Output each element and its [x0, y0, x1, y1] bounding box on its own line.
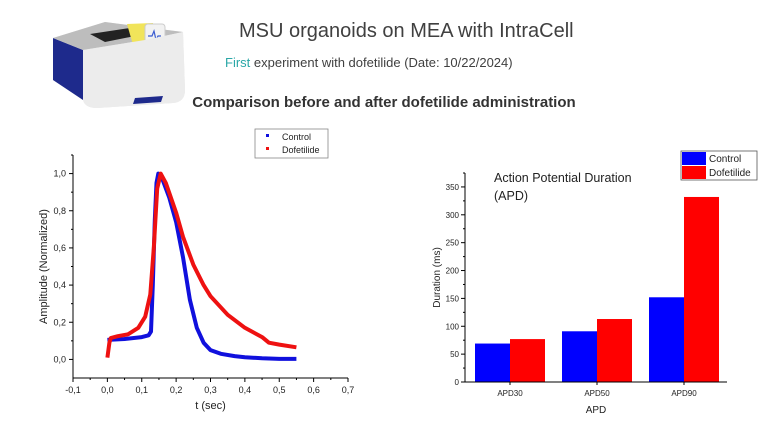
x-axis-label: APD [586, 405, 607, 416]
legend-box [254, 128, 329, 159]
mea-device-image [53, 22, 185, 108]
slide-title: MSU organoids on MEA with IntraCell [239, 20, 574, 42]
y-tick-label: 0,0 [53, 354, 66, 364]
bar-apd50-control [562, 331, 597, 382]
x-tick-label: 0,5 [273, 385, 286, 395]
bar-apd90-control [649, 297, 684, 382]
apd-bar-chart: APD30 APD50 APD90 0 50 100 150 200 250 300 350 APD D… [432, 150, 758, 416]
y-tick-label: 0,6 [53, 243, 66, 253]
legend-label: Dofetilide [282, 145, 320, 155]
series-line-control [107, 171, 297, 361]
x-tick-label: -0,1 [65, 385, 81, 395]
x-tick-label: APD90 [671, 389, 697, 398]
series-line-dofetilide [105, 171, 297, 358]
chart-title-line: Action Potential Duration [494, 171, 632, 185]
x-axis-label: t (sec) [195, 400, 226, 412]
y-tick-label: 150 [446, 294, 460, 303]
legend-marker-control [266, 134, 269, 137]
y-tick-label: 0 [455, 378, 460, 387]
bar-apd30-control [475, 343, 510, 382]
bar-apd30-dofetilide [510, 339, 545, 382]
legend-swatch-dofetilide [682, 166, 706, 179]
legend-label: Dofetilide [709, 168, 751, 179]
action-potential-line-chart: -0,1 0,0 0,1 0,2 0,3 0,4 0,5 0,6 0,7 0,0 0,2 0,4 0,6… [38, 128, 355, 412]
y-tick-label: 200 [446, 267, 460, 276]
y-tick-label: 1,0 [53, 169, 66, 179]
legend-label: Control [709, 154, 741, 165]
x-tick-label: 0,2 [170, 385, 183, 395]
y-axis-label: Duration (ms) [432, 247, 443, 308]
x-tick-label: 0,4 [239, 385, 252, 395]
y-axis-label: Amplitude (Normalized) [38, 209, 50, 324]
comparison-heading: Comparison before and after dofetilide a… [192, 94, 576, 111]
legend-marker-dofetilide [266, 147, 269, 150]
x-tick-label: APD30 [497, 389, 523, 398]
y-tick-label: 350 [446, 183, 460, 192]
legend: Control Dofetilide [680, 150, 758, 181]
x-tick-label: 0,0 [101, 385, 114, 395]
chart-title-line: (APD) [494, 189, 528, 203]
y-tick-label: 0,2 [53, 317, 66, 327]
subtitle-highlight: First [225, 55, 251, 70]
legend: Control Dofetilide [254, 128, 329, 159]
y-tick-label: 0,4 [53, 280, 66, 290]
y-tick-label: 250 [446, 239, 460, 248]
subtitle-text: experiment with dofetilide (Date: 10/22/… [250, 55, 513, 70]
x-tick-label: 0,1 [135, 385, 148, 395]
slide-subtitle: First experiment with dofetilide (Date: … [225, 55, 513, 70]
x-tick-label: 0,7 [342, 385, 355, 395]
y-tick-label: 100 [446, 322, 460, 331]
x-tick-label: 0,3 [204, 385, 217, 395]
legend-label: Control [282, 132, 311, 142]
bar-apd50-dofetilide [597, 319, 632, 382]
y-tick-label: 50 [450, 350, 459, 359]
y-tick-label: 0,8 [53, 206, 66, 216]
legend-swatch-control [682, 152, 706, 165]
x-tick-label: APD50 [584, 389, 610, 398]
y-tick-label: 300 [446, 211, 460, 220]
bar-apd90-dofetilide [684, 196, 719, 382]
x-tick-label: 0,6 [307, 385, 320, 395]
